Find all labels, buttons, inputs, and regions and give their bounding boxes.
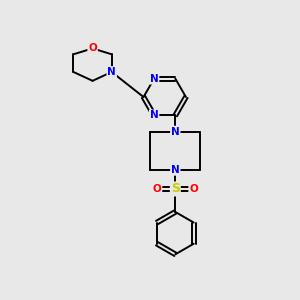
Text: N: N — [107, 67, 116, 77]
Text: O: O — [88, 44, 97, 53]
Text: O: O — [153, 184, 161, 194]
Text: N: N — [150, 74, 158, 84]
Text: O: O — [189, 184, 198, 194]
Text: S: S — [171, 182, 180, 196]
Text: N: N — [171, 165, 180, 175]
Text: N: N — [150, 110, 158, 120]
Text: N: N — [171, 127, 180, 136]
